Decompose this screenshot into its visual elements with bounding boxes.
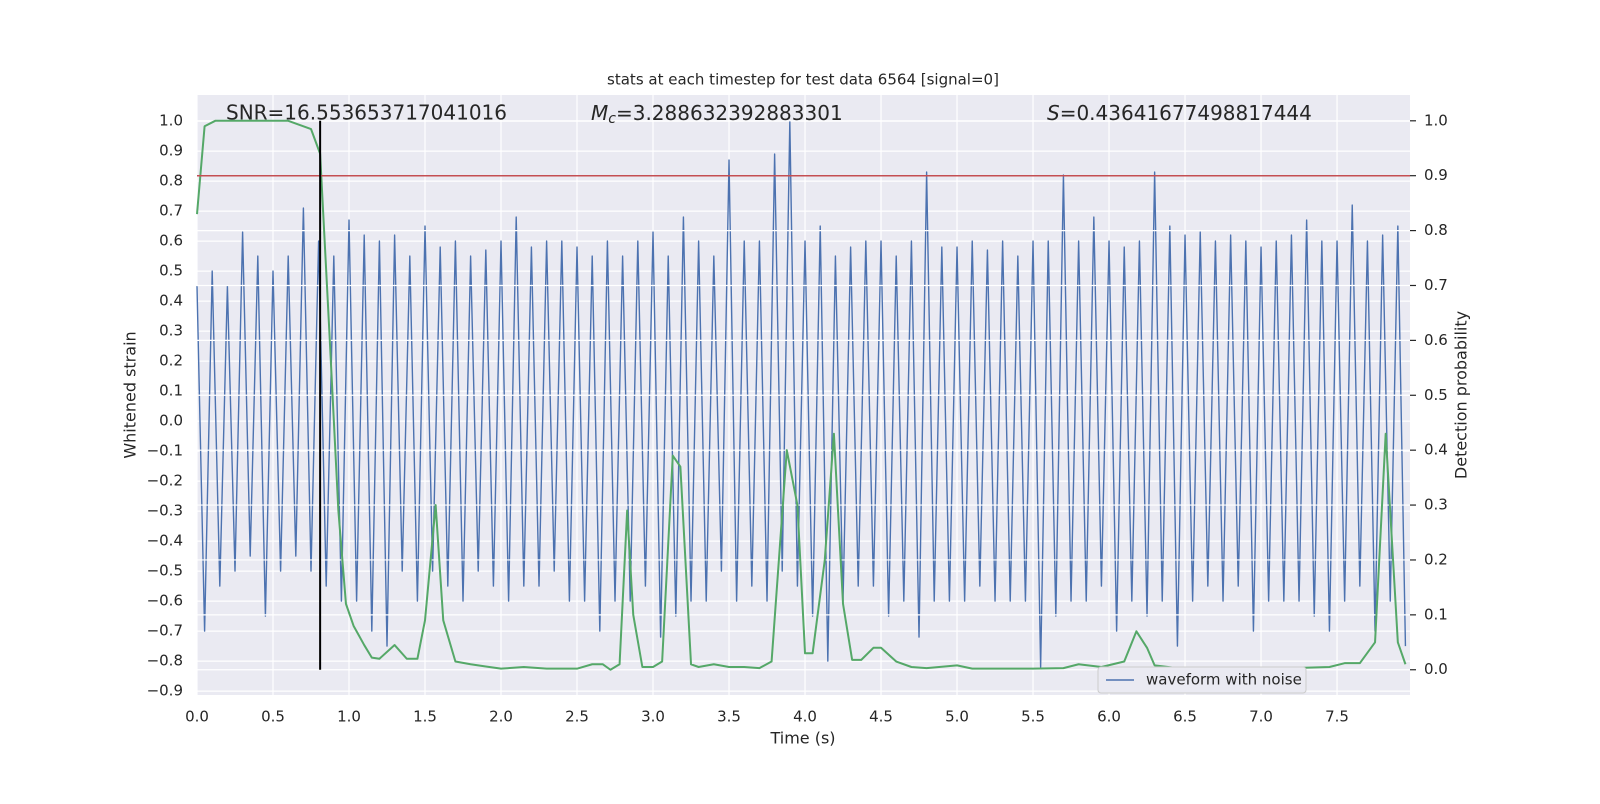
x-tick-label: 7.0 — [1249, 708, 1273, 726]
mc-subscript: c — [608, 111, 616, 127]
x-tick-label: 3.0 — [641, 708, 665, 726]
y-axis-label: Whitened strain — [121, 331, 140, 458]
series-line — [196, 119, 1407, 671]
over-layer — [196, 119, 1410, 671]
y2-tick-label: 0.0 — [1424, 660, 1448, 678]
y2-tick-label: 0.9 — [1424, 166, 1448, 184]
x-tick-label: 1.5 — [413, 708, 437, 726]
y2-tick-label: 1.0 — [1424, 111, 1448, 129]
x-tick-label: 6.5 — [1173, 708, 1197, 726]
x-tick-label: 0.0 — [185, 708, 209, 726]
s-value: =0.43641677498817444 — [1060, 101, 1312, 125]
snr-annotation: SNR=16.553653717041016 — [226, 101, 507, 125]
y-tick-label: −0.5 — [147, 562, 183, 580]
y-tick-label: −0.7 — [147, 622, 183, 640]
y-tick-label: 0.6 — [159, 232, 183, 250]
y2-tick-label: 0.4 — [1424, 441, 1448, 459]
x-tick-label: 7.5 — [1325, 708, 1349, 726]
y-tick-label: 0.4 — [159, 292, 183, 310]
series-line — [196, 120, 1407, 668]
y-tick-label: −0.6 — [147, 592, 183, 610]
y2-tick-label: 0.1 — [1424, 605, 1448, 623]
x-tick-label: 2.5 — [565, 708, 589, 726]
legend-box — [1097, 666, 1307, 694]
y2-tick-label: 0.8 — [1424, 221, 1448, 239]
x-tick-label: 4.5 — [869, 708, 893, 726]
legend-label: waveform with noise — [1146, 671, 1302, 689]
mc-annotation: Mc=3.288632392883301 — [591, 101, 843, 128]
y2-tick-label: 0.7 — [1424, 276, 1448, 294]
y-tick-label: −0.9 — [147, 682, 183, 700]
x-tick-label: 3.5 — [717, 708, 741, 726]
x-tick-label: 1.0 — [337, 708, 361, 726]
y-tick-label: 0.0 — [159, 412, 183, 430]
y-tick-label: −0.8 — [147, 652, 183, 670]
y-tick-label: 0.2 — [159, 352, 183, 370]
y-tick-label: 0.8 — [159, 172, 183, 190]
y-tick-label: −0.4 — [147, 532, 183, 550]
y-tick-label: 0.7 — [159, 202, 183, 220]
y-tick-label: −0.2 — [147, 472, 183, 490]
y2-tick-label: 0.2 — [1424, 550, 1448, 568]
x-tick-label: 5.5 — [1021, 708, 1045, 726]
y-tick-label: 0.5 — [159, 262, 183, 280]
x-tick-label: 6.0 — [1097, 708, 1121, 726]
y2-axis-label: Detection probability — [1452, 311, 1471, 479]
y-tick-label: 1.0 — [159, 112, 183, 130]
y2-tick-label: 0.6 — [1424, 331, 1448, 349]
x-tick-label: 0.5 — [261, 708, 285, 726]
mc-symbol: M — [591, 101, 608, 125]
x-tick-label: 5.0 — [945, 708, 969, 726]
s-annotation: S=0.43641677498817444 — [1047, 101, 1312, 125]
x-axis-label: Time (s) — [769, 729, 835, 748]
y-tick-label: 0.3 — [159, 322, 183, 340]
mc-value: =3.288632392883301 — [616, 101, 843, 125]
s-symbol: S — [1047, 101, 1060, 125]
chart-title: stats at each timestep for test data 656… — [607, 71, 999, 89]
y-tick-label: −0.3 — [147, 502, 183, 520]
x-tick-label: 2.0 — [489, 708, 513, 726]
under-layer — [196, 95, 1410, 695]
x-tick-label: 4.0 — [793, 708, 817, 726]
y-tick-label: −0.1 — [147, 442, 183, 460]
y-tick-label: 0.9 — [159, 142, 183, 160]
y2-tick-label: 0.5 — [1424, 386, 1448, 404]
y-tick-label: 0.1 — [159, 382, 183, 400]
y2-tick-label: 0.3 — [1424, 496, 1448, 514]
